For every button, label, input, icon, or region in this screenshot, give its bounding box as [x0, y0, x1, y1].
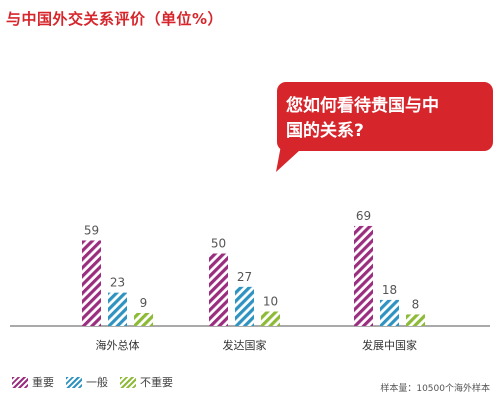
data-label-overall-normal: 23 — [110, 276, 125, 290]
data-label-developing-important: 69 — [356, 209, 371, 223]
category-label-overall: 海外总体 — [96, 338, 140, 352]
bar-overall-normal — [108, 292, 127, 326]
data-label-developed-unimportant: 10 — [263, 295, 278, 309]
bar-developing-important — [354, 225, 373, 326]
legend-item-normal: 一般 — [66, 374, 108, 390]
callout-question: 您如何看待贵国与中 国的关系? — [286, 94, 486, 144]
legend-label-unimportant: 不重要 — [140, 376, 173, 389]
bar-overall-important — [82, 240, 101, 326]
legend-swatch-important — [12, 376, 28, 388]
data-label-developed-important: 50 — [211, 237, 226, 251]
speech-bubble — [276, 82, 493, 172]
legend: 重要 一般 不重要 — [12, 374, 173, 390]
bar-developing-unimportant — [406, 314, 425, 326]
data-label-developed-normal: 27 — [237, 270, 252, 284]
bar-overall-unimportant — [134, 312, 153, 326]
legend-label-normal: 一般 — [86, 376, 108, 389]
callout-line-2: 国的关系? — [286, 121, 364, 141]
chart-title: 与中国外交关系评价（单位%） — [6, 10, 224, 28]
callout-line-1: 您如何看待贵国与中 — [286, 96, 439, 116]
legend-swatch-normal — [66, 376, 82, 388]
legend-item-important: 重要 — [12, 374, 54, 390]
legend-label-important: 重要 — [32, 376, 54, 389]
bar-developed-unimportant — [261, 311, 280, 326]
bar-developing-normal — [380, 299, 399, 326]
legend-item-unimportant: 不重要 — [120, 374, 173, 390]
bar-developed-normal — [235, 286, 254, 326]
legend-swatch-unimportant — [120, 376, 136, 388]
data-label-developing-normal: 18 — [382, 283, 397, 297]
bar-developed-important — [209, 253, 228, 326]
data-label-developing-unimportant: 8 — [412, 297, 420, 311]
category-label-developing: 发展中国家 — [362, 338, 417, 352]
data-label-overall-unimportant: 9 — [140, 296, 148, 310]
category-label-developed: 发达国家 — [223, 338, 267, 352]
data-label-overall-important: 59 — [84, 223, 99, 237]
sample-size-note: 样本量：10500个海外样本 — [380, 384, 490, 394]
